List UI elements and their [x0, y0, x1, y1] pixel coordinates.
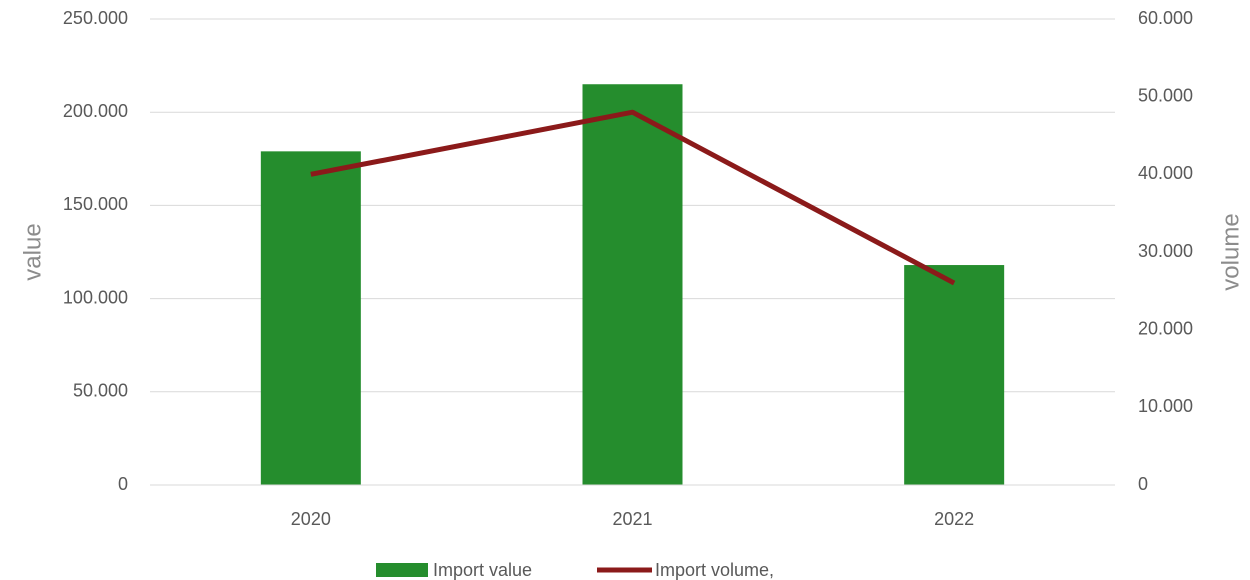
y-tick-label: 0	[118, 474, 128, 494]
y2-axis-label: volume	[1217, 213, 1244, 290]
legend-swatch	[376, 563, 428, 577]
y2-tick-label: 40.000	[1138, 163, 1193, 183]
bar	[582, 84, 683, 486]
bar	[260, 151, 361, 485]
line	[310, 109, 956, 286]
x-tick-label: 2022	[934, 509, 974, 529]
y2-tick-label: 30.000	[1138, 241, 1193, 261]
y2-tick-label: 10.000	[1138, 396, 1193, 416]
y-tick-label: 150.000	[63, 194, 128, 214]
y2-tick-label: 60.000	[1138, 8, 1193, 28]
x-tick-label: 2020	[291, 509, 331, 529]
y-tick-label: 50.000	[73, 381, 128, 401]
bar	[904, 265, 1005, 485]
y-tick-label: 200.000	[63, 101, 128, 121]
legend-label: Import volume,	[655, 560, 774, 580]
y2-tick-label: 20.000	[1138, 318, 1193, 338]
y2-tick-label: 0	[1138, 474, 1148, 494]
y-axis-label: value	[19, 223, 46, 280]
y2-tick-label: 50.000	[1138, 85, 1193, 105]
x-tick-label: 2021	[612, 509, 652, 529]
legend-label: Import value	[433, 560, 532, 580]
y-tick-label: 250.000	[63, 8, 128, 28]
y-tick-label: 100.000	[63, 287, 128, 307]
